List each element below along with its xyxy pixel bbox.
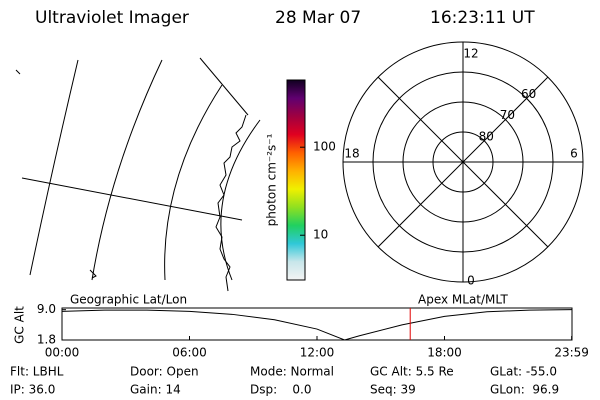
- lat-circle: [432, 131, 494, 193]
- instrument: Ultraviolet Imager: [35, 8, 189, 28]
- info-field: Dsp: 0.0: [250, 383, 312, 397]
- time: 16:23:11 UT: [430, 8, 535, 28]
- info-field: Gain: 14: [130, 383, 181, 397]
- x-tick-label: 06:00: [172, 346, 207, 360]
- info-field: GLat: -55.0: [490, 365, 557, 379]
- timeline-frame: [61, 307, 573, 341]
- mlt-label: 0: [467, 274, 475, 288]
- mlt-label: 6: [570, 147, 578, 161]
- lat-circle: [402, 101, 524, 223]
- colorbar-label: photon cm⁻²s⁻¹: [265, 133, 279, 226]
- info-field: GC Alt: 5.5 Re: [370, 365, 454, 379]
- x-tick-label: 18:00: [427, 346, 462, 360]
- polar-grid: [342, 41, 584, 283]
- y-tick-label: 9.0: [37, 302, 56, 316]
- info-field: GLon: 96.9: [490, 383, 559, 397]
- lat-label: 70: [500, 108, 515, 122]
- info-field: Flt: LBHL: [10, 365, 64, 379]
- colorbar-fill: [286, 79, 306, 281]
- info-field: Mode: Normal: [250, 365, 334, 379]
- right-label: Apex MLat/MLT: [418, 293, 508, 307]
- lat-label: 80: [479, 129, 494, 143]
- mlt-label: 12: [463, 47, 478, 61]
- lat-label: 60: [521, 87, 536, 101]
- x-tick-label: 12:00: [300, 346, 335, 360]
- y-tick-label: 1.8: [37, 333, 56, 347]
- x-tick-label: 23:59: [554, 346, 589, 360]
- info-field: Door: Open: [130, 365, 199, 379]
- colorbar-tick-label: 100: [313, 140, 336, 154]
- info-field: Seq: 39: [370, 383, 416, 397]
- colorbar-tick-label: 10: [313, 228, 328, 242]
- mlt-label: 18: [344, 147, 359, 161]
- map: [15, 57, 261, 292]
- date: 28 Mar 07: [275, 8, 361, 28]
- info-field: IP: 36.0: [10, 383, 55, 397]
- left-label: Geographic Lat/Lon: [70, 293, 187, 307]
- x-tick-label: 00:00: [45, 346, 80, 360]
- y-axis-label: GC Alt: [13, 306, 27, 344]
- lat-circle: [372, 71, 554, 253]
- altitude-line: [61, 309, 572, 341]
